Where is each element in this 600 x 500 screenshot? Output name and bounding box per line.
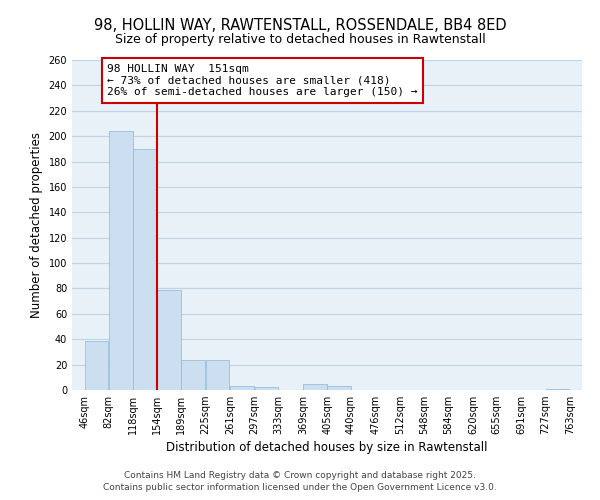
Bar — [546, 388, 569, 390]
Bar — [328, 386, 351, 390]
Text: 98 HOLLIN WAY  151sqm
← 73% of detached houses are smaller (418)
26% of semi-det: 98 HOLLIN WAY 151sqm ← 73% of detached h… — [107, 64, 418, 97]
Text: Size of property relative to detached houses in Rawtenstall: Size of property relative to detached ho… — [115, 32, 485, 46]
Bar — [254, 388, 278, 390]
X-axis label: Distribution of detached houses by size in Rawtenstall: Distribution of detached houses by size … — [166, 442, 488, 454]
Bar — [303, 384, 327, 390]
Bar — [109, 131, 133, 390]
Bar — [181, 360, 205, 390]
Bar — [85, 340, 108, 390]
Bar — [206, 360, 229, 390]
Bar — [157, 290, 181, 390]
Bar — [230, 386, 254, 390]
Y-axis label: Number of detached properties: Number of detached properties — [30, 132, 43, 318]
Bar — [133, 149, 157, 390]
Text: 98, HOLLIN WAY, RAWTENSTALL, ROSSENDALE, BB4 8ED: 98, HOLLIN WAY, RAWTENSTALL, ROSSENDALE,… — [94, 18, 506, 32]
Text: Contains HM Land Registry data © Crown copyright and database right 2025.
Contai: Contains HM Land Registry data © Crown c… — [103, 471, 497, 492]
